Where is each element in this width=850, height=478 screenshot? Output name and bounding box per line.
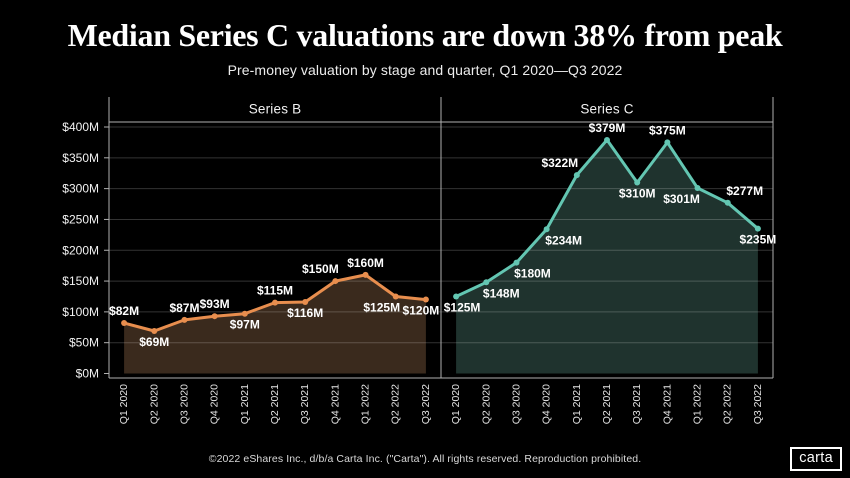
data-label: $310M	[619, 186, 656, 200]
y-axis-label: $200M	[62, 243, 99, 257]
data-point	[604, 136, 610, 143]
x-axis-label: Q4 2020	[209, 384, 221, 424]
data-point	[272, 299, 278, 306]
data-label: $322M	[541, 156, 578, 170]
x-axis-label: Q4 2021	[329, 384, 341, 424]
data-point	[573, 172, 580, 179]
y-axis-label: $350M	[62, 151, 99, 165]
x-axis-label: Q1 2020	[450, 384, 462, 424]
data-label: $120M	[403, 304, 440, 318]
data-label: $301M	[663, 192, 700, 206]
x-axis-label: Q1 2021	[239, 384, 251, 424]
data-label: $69M	[139, 335, 169, 349]
data-point	[362, 271, 369, 278]
y-axis-label: $0M	[76, 367, 99, 381]
data-label: $82M	[109, 304, 139, 318]
x-axis-label: Q1 2022	[360, 384, 372, 424]
panel-title: Series B	[249, 102, 302, 117]
y-axis-label: $150M	[62, 274, 99, 288]
data-point	[332, 278, 339, 285]
data-point	[422, 296, 429, 303]
data-label: $234M	[545, 233, 582, 247]
x-axis-label: Q4 2021	[661, 384, 673, 424]
data-label: $125M	[363, 300, 400, 314]
data-label: $180M	[514, 267, 551, 281]
panel-title: Series C	[580, 102, 633, 117]
data-label: $116M	[287, 306, 323, 320]
series-area	[124, 274, 426, 374]
x-axis-label: Q1 2022	[692, 384, 704, 424]
data-label: $277M	[726, 184, 763, 198]
x-axis-label: Q2 2021	[601, 384, 613, 424]
series-area	[456, 139, 758, 374]
y-axis-label: $100M	[62, 305, 99, 319]
footer-copyright: ©2022 eShares Inc., d/b/a Carta Inc. ("C…	[208, 453, 642, 465]
carta-logo-text: carta	[799, 450, 833, 466]
page-title: Median Series C valuations are down 38% …	[67, 17, 783, 53]
data-label: $115M	[257, 284, 293, 298]
x-axis-label: Q3 2022	[752, 384, 764, 424]
data-point	[241, 310, 248, 317]
data-point	[724, 199, 731, 206]
y-axis-label: $400M	[62, 120, 99, 134]
data-point	[121, 319, 128, 326]
data-point	[453, 293, 460, 300]
data-label: $150M	[302, 262, 339, 276]
data-point	[483, 279, 490, 286]
data-label: $125M	[444, 300, 481, 314]
carta-logo: carta	[790, 447, 842, 471]
data-point	[302, 299, 309, 306]
x-axis-label: Q2 2021	[269, 384, 281, 424]
data-point	[151, 327, 158, 334]
x-axis-label: Q2 2022	[722, 384, 734, 424]
data-label: $87M	[169, 301, 199, 315]
data-point	[634, 179, 641, 186]
data-point	[664, 139, 671, 146]
data-label: $93M	[200, 297, 230, 311]
x-axis-label: Q3 2020	[179, 384, 191, 424]
y-axis-label: $250M	[62, 212, 99, 226]
data-label: $235M	[740, 233, 777, 247]
data-point	[211, 313, 218, 320]
x-axis-label: Q2 2020	[480, 384, 492, 424]
x-axis-label: Q3 2022	[420, 384, 432, 424]
data-point	[754, 225, 761, 232]
data-label: $379M	[589, 121, 626, 135]
x-axis-label: Q3 2021	[631, 384, 643, 424]
data-point	[392, 293, 399, 300]
y-axis-label: $300M	[62, 182, 99, 196]
data-point	[513, 259, 520, 266]
data-point	[181, 316, 188, 323]
data-label: $375M	[649, 123, 686, 137]
data-label: $160M	[347, 256, 384, 270]
x-axis-label: Q1 2021	[571, 384, 583, 424]
data-label: $148M	[483, 286, 520, 300]
x-axis-label: Q4 2020	[541, 384, 553, 424]
data-label: $97M	[230, 318, 260, 332]
y-axis-label: $50M	[69, 336, 99, 350]
x-axis-label: Q3 2020	[511, 384, 523, 424]
x-axis-label: Q2 2020	[148, 384, 160, 424]
x-axis-label: Q3 2021	[299, 384, 311, 424]
data-point	[543, 226, 550, 233]
x-axis-label: Q1 2020	[118, 384, 130, 424]
data-point	[694, 185, 701, 192]
x-axis-label: Q2 2022	[390, 384, 402, 424]
page-subtitle: Pre-money valuation by stage and quarter…	[227, 62, 623, 78]
